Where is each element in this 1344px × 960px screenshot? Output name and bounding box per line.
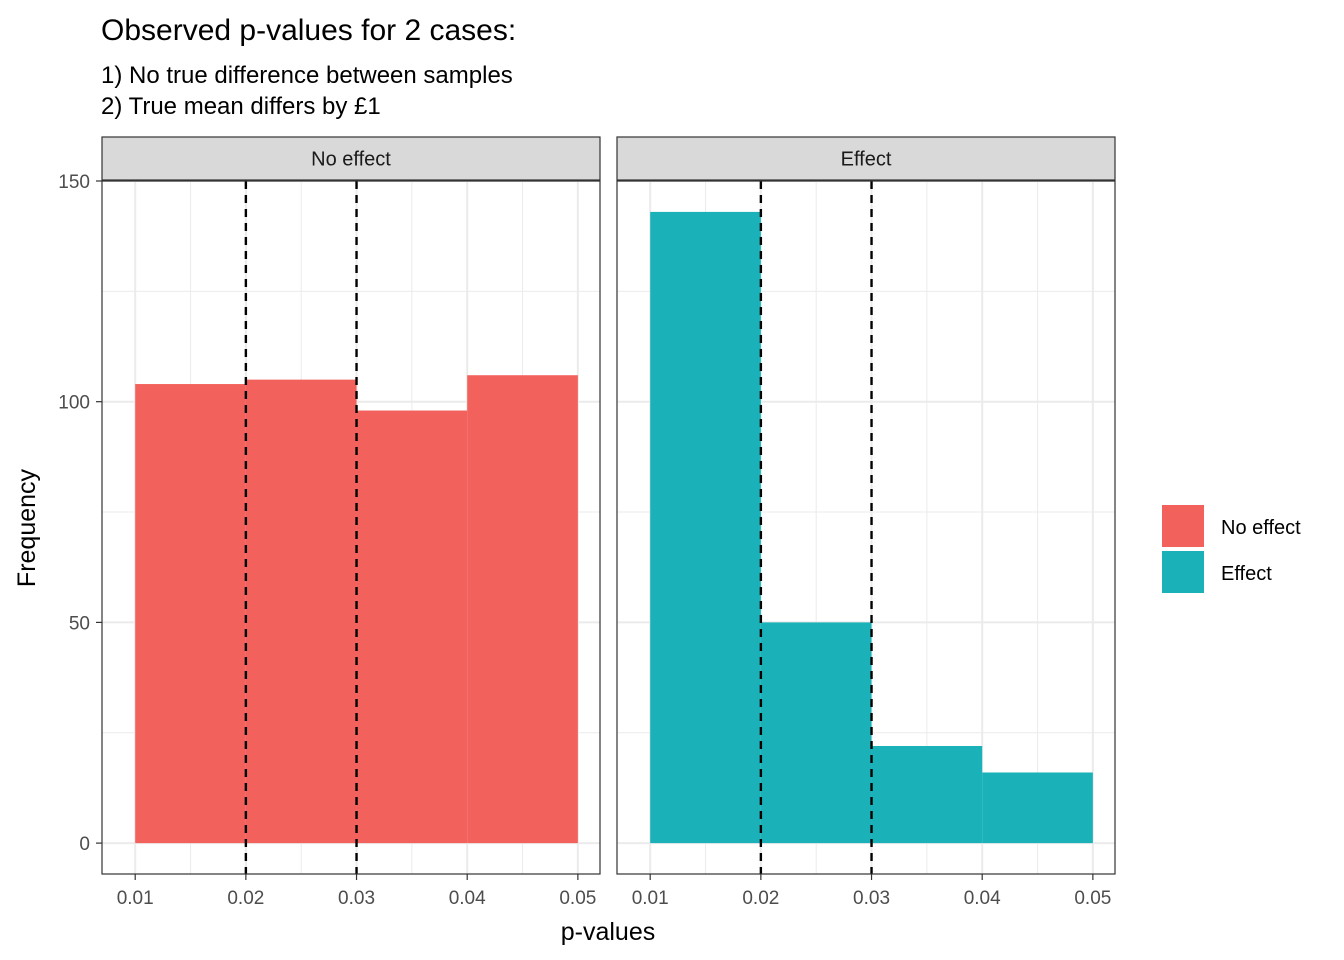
y-tick-label: 0: [79, 834, 90, 855]
x-tick-label: 0.01: [117, 888, 154, 909]
histogram-bar: [650, 211, 761, 844]
legend-key: [1162, 505, 1204, 547]
x-tick-label: 0.03: [338, 888, 375, 909]
x-tick-label: 0.01: [632, 888, 669, 909]
y-tick-label: 50: [69, 613, 90, 634]
facet-panel-2: Effect 0.01 0.02 0.03 0.04 0.05: [616, 136, 1116, 909]
x-tick-label: 0.04: [449, 888, 486, 909]
histogram-bar: [871, 745, 983, 844]
facet-strip-label: Effect: [841, 149, 892, 171]
y-tick-label: 100: [58, 393, 90, 414]
histogram-bar: [245, 379, 357, 844]
panel-border: [101, 180, 601, 875]
legend-label: No effect: [1221, 517, 1301, 539]
facet-panels: No effect 0.01 0.02 0.03 0.04 0.05 Effect 0.01 0…: [101, 136, 1116, 909]
histogram-bar: [982, 772, 1093, 844]
x-tick-label: 0.03: [853, 888, 890, 909]
panel-border: [616, 180, 1116, 875]
x-tick-label: 0.05: [559, 888, 596, 909]
histogram-bar: [135, 384, 246, 844]
y-axis: 0 50 100 150: [58, 172, 102, 855]
y-tick-label: 150: [58, 172, 90, 193]
x-tick-label: 0.02: [227, 888, 264, 909]
y-axis-title: Frequency: [13, 468, 41, 587]
x-tick-label: 0.04: [964, 888, 1001, 909]
chart-title: Observed p-values for 2 cases:: [101, 14, 516, 47]
facet-panel-1: No effect 0.01 0.02 0.03 0.04 0.05: [101, 136, 601, 909]
facet-strip-label: No effect: [311, 149, 391, 171]
facet-strip: [616, 136, 1116, 181]
histogram-bar: [760, 622, 872, 844]
x-axis-title: p-values: [561, 918, 656, 946]
chart-subtitle-line-2: 2) True mean differs by £1: [101, 93, 381, 120]
chart-subtitle-line-1: 1) No true difference between samples: [101, 62, 513, 89]
legend-label: Effect: [1221, 563, 1272, 585]
legend: No effect Effect: [1162, 505, 1301, 593]
histogram-bar: [467, 375, 578, 844]
x-tick-label: 0.02: [742, 888, 779, 909]
histogram-bar: [356, 410, 468, 844]
x-tick-label: 0.05: [1074, 888, 1111, 909]
facet-strip: [101, 136, 601, 181]
legend-key: [1162, 551, 1204, 593]
